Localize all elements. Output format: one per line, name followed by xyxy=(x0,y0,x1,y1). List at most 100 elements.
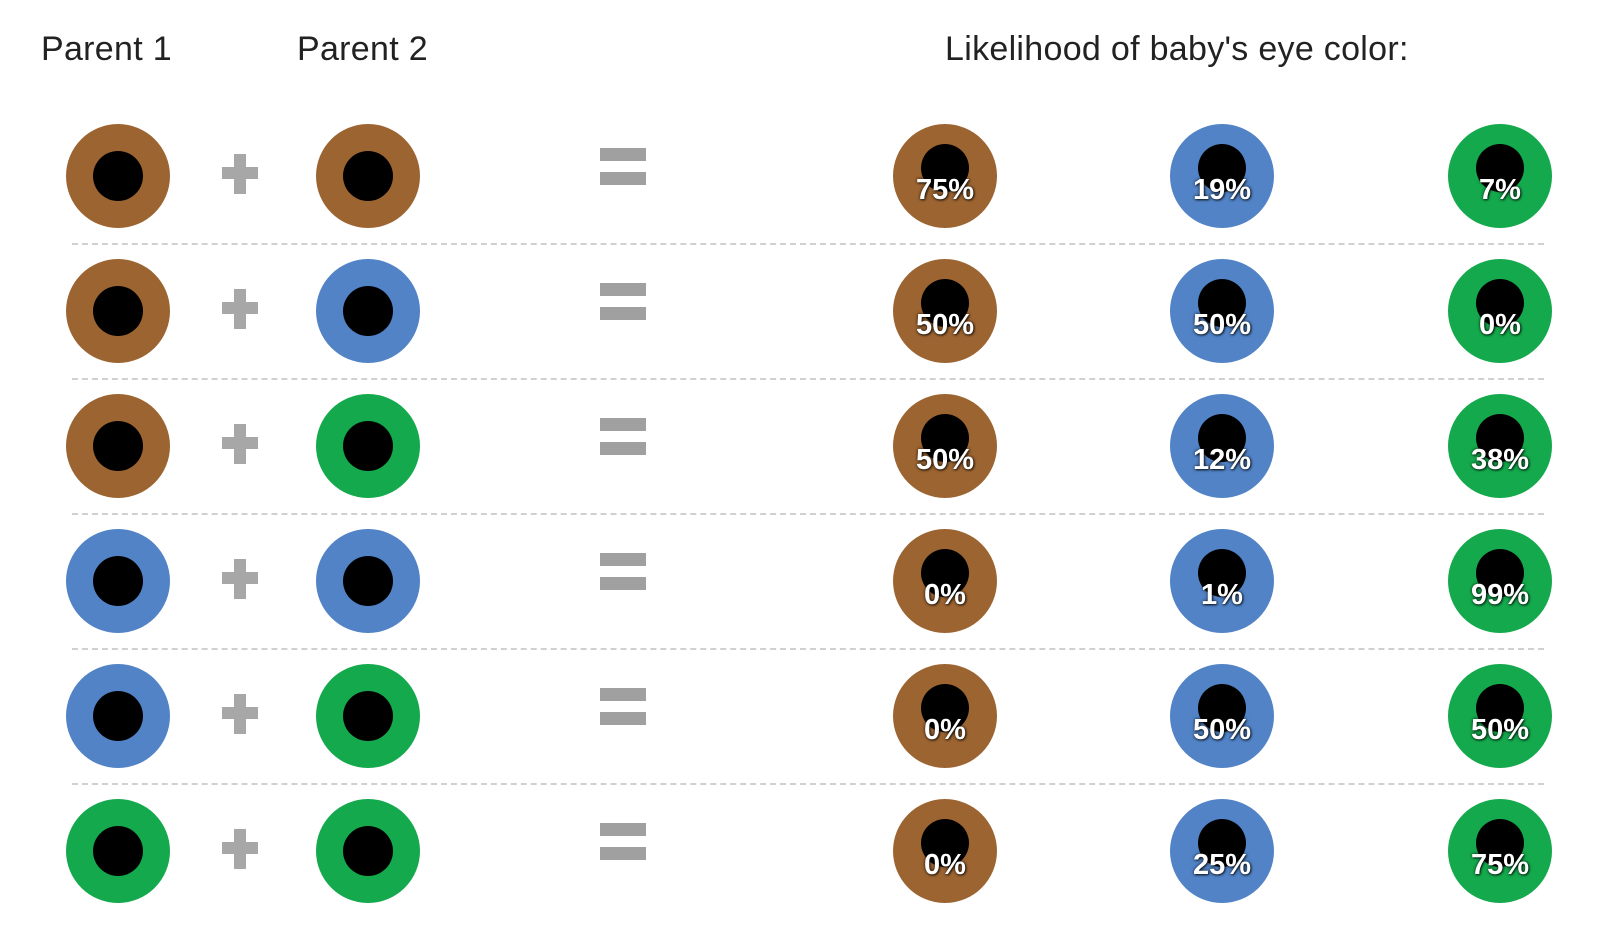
pupil xyxy=(1476,414,1524,462)
equals-icon xyxy=(600,553,646,593)
pupil xyxy=(343,691,393,741)
pupil xyxy=(1476,819,1524,867)
pupil xyxy=(921,684,969,732)
plus-icon xyxy=(222,829,258,869)
combination-row: 0% 50% 50% xyxy=(0,648,1600,787)
pupil xyxy=(1476,144,1524,192)
baby-eye-brown: 0% xyxy=(893,799,997,903)
parent1-eye-brown xyxy=(66,124,170,228)
pupil xyxy=(1198,819,1246,867)
likelihood-percent: 50% xyxy=(915,444,975,476)
parent2-eye-green xyxy=(316,664,420,768)
baby-eye-brown: 0% xyxy=(893,664,997,768)
combination-row: 0% 25% 75% xyxy=(0,783,1600,922)
pupil xyxy=(1476,684,1524,732)
likelihood-percent: 7% xyxy=(1479,174,1521,206)
parent2-eye-blue xyxy=(316,529,420,633)
parent1-eye-blue xyxy=(66,529,170,633)
pupil xyxy=(343,421,393,471)
parent1-eye-brown xyxy=(66,394,170,498)
likelihood-percent: 0% xyxy=(924,579,966,611)
equals-icon xyxy=(600,823,646,863)
baby-eye-brown: 50% xyxy=(893,394,997,498)
pupil xyxy=(1198,144,1246,192)
pupil xyxy=(921,819,969,867)
likelihood-percent: 50% xyxy=(915,309,975,341)
pupil xyxy=(93,691,143,741)
baby-eye-green: 7% xyxy=(1448,124,1552,228)
baby-eye-green: 99% xyxy=(1448,529,1552,633)
pupil xyxy=(1198,279,1246,327)
pupil xyxy=(1198,684,1246,732)
pupil xyxy=(921,279,969,327)
parent1-eye-green xyxy=(66,799,170,903)
pupil xyxy=(1198,414,1246,462)
baby-eye-green: 38% xyxy=(1448,394,1552,498)
equals-icon xyxy=(600,148,646,188)
pupil xyxy=(93,826,143,876)
likelihood-percent: 38% xyxy=(1470,444,1530,476)
equals-icon xyxy=(600,283,646,323)
parent2-eye-brown xyxy=(316,124,420,228)
pupil xyxy=(343,151,393,201)
combination-row: 0% 1% 99% xyxy=(0,513,1600,652)
plus-icon xyxy=(222,694,258,734)
parent1-eye-brown xyxy=(66,259,170,363)
row-divider xyxy=(72,243,1544,245)
likelihood-percent: 50% xyxy=(1192,309,1252,341)
pupil xyxy=(343,556,393,606)
likelihood-percent: 0% xyxy=(924,714,966,746)
likelihood-percent: 25% xyxy=(1192,849,1252,881)
baby-eye-green: 75% xyxy=(1448,799,1552,903)
likelihood-percent: 50% xyxy=(1470,714,1530,746)
row-divider xyxy=(72,513,1544,515)
baby-eye-green: 0% xyxy=(1448,259,1552,363)
row-divider xyxy=(72,783,1544,785)
equals-icon xyxy=(600,688,646,728)
baby-eye-brown: 50% xyxy=(893,259,997,363)
parent2-eye-blue xyxy=(316,259,420,363)
parent2-header: Parent 2 xyxy=(297,30,428,68)
parent1-eye-blue xyxy=(66,664,170,768)
pupil xyxy=(343,826,393,876)
likelihood-percent: 50% xyxy=(1192,714,1252,746)
plus-icon xyxy=(222,154,258,194)
pupil xyxy=(1476,549,1524,597)
combination-row: 50% 12% 38% xyxy=(0,378,1600,517)
baby-eye-blue: 1% xyxy=(1170,529,1274,633)
pupil xyxy=(921,144,969,192)
baby-eye-blue: 19% xyxy=(1170,124,1274,228)
likelihood-header: Likelihood of baby's eye color: xyxy=(945,30,1409,68)
pupil xyxy=(93,151,143,201)
plus-icon xyxy=(222,289,258,329)
parent2-eye-green xyxy=(316,799,420,903)
baby-eye-green: 50% xyxy=(1448,664,1552,768)
pupil xyxy=(1476,279,1524,327)
baby-eye-brown: 0% xyxy=(893,529,997,633)
pupil xyxy=(1198,549,1246,597)
baby-eye-blue: 50% xyxy=(1170,259,1274,363)
pupil xyxy=(921,549,969,597)
likelihood-percent: 1% xyxy=(1201,579,1243,611)
parent1-header: Parent 1 xyxy=(41,30,172,68)
likelihood-percent: 0% xyxy=(924,849,966,881)
likelihood-percent: 19% xyxy=(1192,174,1252,206)
pupil xyxy=(93,556,143,606)
row-divider xyxy=(72,378,1544,380)
combination-row: 75% 19% 7% xyxy=(0,108,1600,247)
equals-icon xyxy=(600,418,646,458)
plus-icon xyxy=(222,424,258,464)
combination-row: 50% 50% 0% xyxy=(0,243,1600,382)
plus-icon xyxy=(222,559,258,599)
pupil xyxy=(921,414,969,462)
likelihood-percent: 75% xyxy=(1470,849,1530,881)
row-divider xyxy=(72,648,1544,650)
pupil xyxy=(343,286,393,336)
pupil xyxy=(93,421,143,471)
likelihood-percent: 75% xyxy=(915,174,975,206)
baby-eye-blue: 12% xyxy=(1170,394,1274,498)
likelihood-percent: 99% xyxy=(1470,579,1530,611)
baby-eye-blue: 50% xyxy=(1170,664,1274,768)
pupil xyxy=(93,286,143,336)
likelihood-percent: 0% xyxy=(1479,309,1521,341)
